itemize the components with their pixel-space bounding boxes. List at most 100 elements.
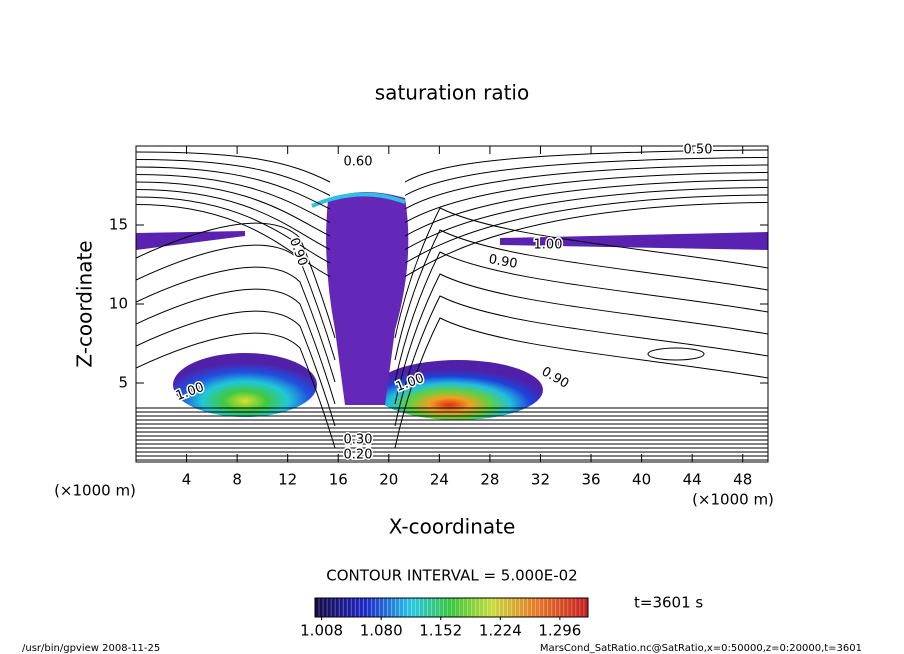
colorbar-cell: [427, 598, 432, 617]
colorbar-cell: [567, 598, 572, 617]
contour-line: [394, 295, 768, 427]
colorbar-cell: [371, 598, 376, 617]
contour-line: [394, 273, 768, 405]
colorbar-cell: [383, 598, 388, 617]
contour-line: [136, 172, 768, 223]
colorbar-cell: [463, 598, 468, 617]
contour-label: 0.50: [684, 143, 713, 158]
colorbar-cell: [319, 598, 324, 617]
contour-line: [394, 251, 768, 383]
colorbar-cell: [335, 598, 340, 617]
colorbar-cell: [355, 598, 360, 617]
colorbar-cell: [511, 598, 516, 617]
saturated-band: [136, 231, 245, 250]
footer-right: MarsCond_SatRatio.nc@SatRatio,x=0:50000,…: [540, 643, 862, 654]
colorbar-cell: [455, 598, 460, 617]
x-tick-label: 12: [278, 471, 297, 489]
colorbar-cell: [351, 598, 356, 617]
colorbar-cell: [435, 598, 440, 617]
contour-line: [136, 194, 768, 264]
supersaturated-region: [173, 353, 317, 417]
contour-label: 0.90: [487, 252, 518, 272]
x-tick-label: 44: [683, 471, 702, 489]
colorbar-cell: [507, 598, 512, 617]
contour-line: [394, 207, 768, 339]
x-tick-label: 32: [531, 471, 550, 489]
colorbar-cell: [419, 598, 424, 617]
contour-line: [136, 157, 768, 196]
contour-line: [136, 266, 336, 383]
colorbar-cell: [343, 598, 348, 617]
contour-label: 0.20: [344, 448, 373, 463]
contour-label: 0.90: [539, 364, 572, 391]
colorbar-cell: [555, 598, 560, 617]
colorbar-cell: [499, 598, 504, 617]
colorbar-cell: [535, 598, 540, 617]
x-tick-label: 36: [581, 471, 600, 489]
x-tick-label: 48: [733, 471, 752, 489]
colorbar-cell: [543, 598, 548, 617]
colorbar-cell: [379, 598, 384, 617]
colorbar-cell: [407, 598, 412, 617]
colorbar-cell: [523, 598, 528, 617]
colorbar-cell: [423, 598, 428, 617]
colorbar-cell: [515, 598, 520, 617]
colorbar-cell: [443, 598, 448, 617]
x-axis-label: X-coordinate: [389, 515, 516, 539]
colorbar-cell: [331, 598, 336, 617]
contour-line: [136, 187, 768, 250]
colorbar-cell: [531, 598, 536, 617]
colorbar-frame: [314, 597, 589, 618]
colorbar-cell: [403, 598, 408, 617]
saturated-column: [326, 191, 409, 405]
colorbar-cell: [347, 598, 352, 617]
contour-line: [394, 229, 768, 361]
x-tick-label: 8: [232, 471, 242, 489]
x-tick-label: 40: [632, 471, 651, 489]
contour-line: [136, 202, 768, 277]
colorbar-cell: [563, 598, 568, 617]
colorbar-cell: [575, 598, 580, 617]
colorbar-cell: [547, 598, 552, 617]
contour-lines: [136, 149, 768, 461]
colorbar-cell: [323, 598, 328, 617]
contour-line: [136, 288, 336, 405]
x-unit: (×1000 m): [692, 491, 774, 509]
contour-interval: CONTOUR INTERVAL = 5.000E-02: [326, 567, 577, 585]
colorbar-cell: [367, 598, 372, 617]
chart-title: saturation ratio: [375, 81, 529, 105]
colorbar-cell: [447, 598, 452, 617]
colorbar-cell: [339, 598, 344, 617]
colorbar-cell: [527, 598, 532, 617]
colorbar-cell: [363, 598, 368, 617]
colorbar-cell: [579, 598, 584, 617]
colorbar-cell: [459, 598, 464, 617]
contour-line: [394, 317, 768, 449]
saturated-band: [500, 232, 768, 250]
colorbar: 1.008 1.080 1.152 1.224 1.296: [300, 597, 589, 640]
y-tick-label: 10: [109, 295, 128, 313]
colorbar-cell: [475, 598, 480, 617]
colorbar-cell: [583, 598, 588, 617]
colorbar-cell: [439, 598, 444, 617]
colorbar-cell: [491, 598, 496, 617]
colorbar-cell: [359, 598, 364, 617]
colorbar-cell: [519, 598, 524, 617]
colorbar-tick-label: 1.224: [479, 622, 522, 640]
colorbar-cell: [571, 598, 576, 617]
colorbar-cell: [451, 598, 456, 617]
contour-line: [136, 164, 768, 210]
contour-line: [136, 332, 336, 449]
colorbar-cell: [479, 598, 484, 617]
contour-label: 0.60: [344, 155, 373, 170]
contour-label: 1.00: [534, 238, 563, 253]
contour-line: [136, 310, 336, 427]
y-axis-label: Z-coordinate: [73, 240, 97, 367]
colorbar-tick-label: 1.080: [360, 622, 403, 640]
colorbar-cell: [559, 598, 564, 617]
colorbar-cell: [399, 598, 404, 617]
x-tick-label: 20: [379, 471, 398, 489]
x-tick-label: 28: [480, 471, 499, 489]
colorbar-cell: [375, 598, 380, 617]
x-tick-label: 16: [329, 471, 348, 489]
